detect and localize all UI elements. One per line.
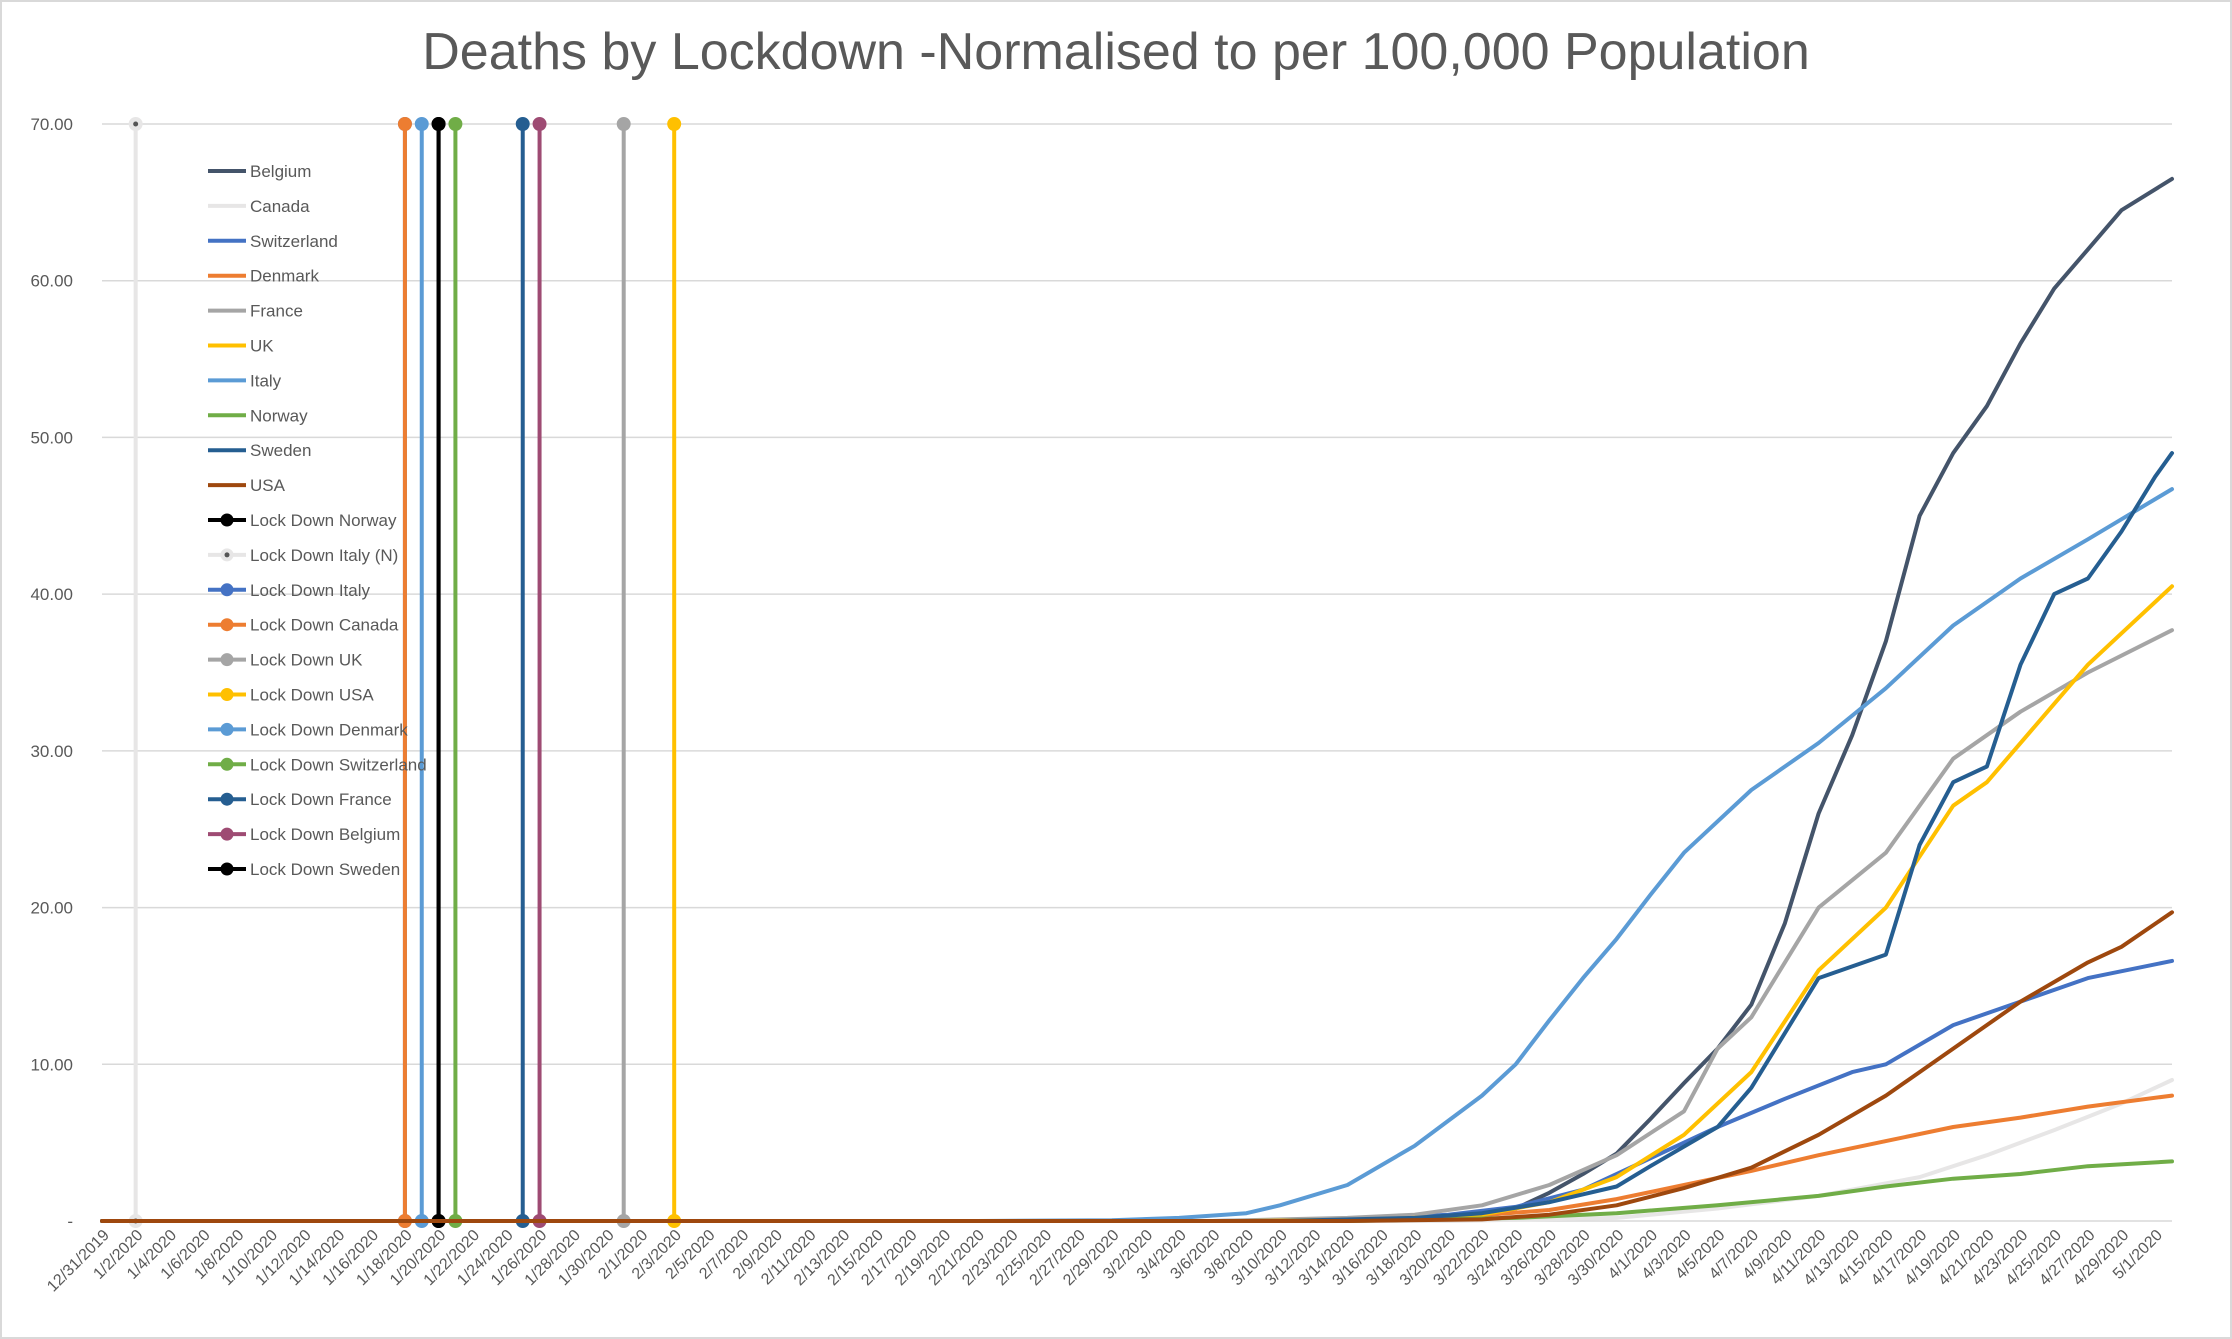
- y-tick-label: 20.00: [30, 899, 73, 918]
- series-line: [100, 910, 2174, 1223]
- y-tick-label: 70.00: [30, 115, 73, 134]
- legend-label: Sweden: [250, 441, 311, 460]
- lockdown-marker: [431, 117, 446, 131]
- y-tick-label: 10.00: [30, 1055, 73, 1074]
- legend-label: Lock Down USA: [250, 686, 374, 705]
- series-line: [100, 1159, 2174, 1223]
- series-line: [100, 1093, 2174, 1223]
- legend-label: Lock Down Belgium: [250, 825, 400, 844]
- legend-label: Lock Down Switzerland: [250, 755, 427, 774]
- y-tick-label: -: [67, 1212, 73, 1231]
- legend-label: Lock Down Italy: [250, 581, 370, 600]
- legend-marker: [220, 688, 234, 701]
- series-line: [100, 1078, 2174, 1223]
- legend-marker: [220, 757, 234, 771]
- lockdown-marker-dot: [133, 121, 139, 127]
- series-line: [100, 451, 2174, 1223]
- legend-marker-dot: [224, 552, 230, 558]
- legend-label: Lock Down Italy (N): [250, 546, 398, 565]
- legend-marker: [220, 583, 234, 597]
- y-tick-label: 50.00: [30, 428, 73, 447]
- y-tick-label: 30.00: [30, 742, 73, 761]
- legend-label: Denmark: [250, 267, 319, 286]
- legend-marker: [220, 618, 234, 632]
- legend-label: Lock Down France: [250, 790, 392, 809]
- y-tick-label: 40.00: [30, 585, 73, 604]
- series-line: [100, 628, 2174, 1223]
- legend-label: Italy: [250, 371, 282, 390]
- lockdown-marker: [667, 117, 682, 131]
- legend-label: Norway: [250, 406, 308, 425]
- legend-label: Lock Down Canada: [250, 616, 399, 635]
- lockdown-marker: [532, 117, 547, 131]
- legend-label: UK: [250, 337, 274, 356]
- legend-label: Belgium: [250, 162, 311, 181]
- lockdown-marker: [397, 117, 412, 131]
- legend-label: Canada: [250, 197, 310, 216]
- series-line: [100, 487, 2174, 1223]
- lockdown-marker: [515, 117, 530, 131]
- legend-marker: [220, 653, 234, 667]
- legend-label: Switzerland: [250, 232, 338, 251]
- legend-marker: [220, 722, 234, 736]
- legend-label: France: [250, 302, 303, 321]
- lockdown-marker: [414, 117, 429, 131]
- legend-label: USA: [250, 476, 286, 495]
- legend-marker: [220, 792, 234, 806]
- lockdown-marker: [448, 117, 463, 131]
- legend-marker: [220, 862, 234, 876]
- y-tick-label: 60.00: [30, 272, 73, 291]
- legend-label: Lock Down Denmark: [250, 720, 408, 739]
- legend-label: Lock Down UK: [250, 651, 363, 670]
- legend-label: Lock Down Sweden: [250, 860, 400, 879]
- legend-marker: [220, 827, 234, 841]
- series-line: [100, 958, 2174, 1223]
- legend-label: Lock Down Norway: [250, 511, 397, 530]
- chart-title: Deaths by Lockdown -Normalised to per 10…: [422, 23, 1810, 81]
- lockdown-marker: [616, 117, 631, 131]
- legend-marker: [220, 513, 234, 527]
- series-line: [100, 584, 2174, 1223]
